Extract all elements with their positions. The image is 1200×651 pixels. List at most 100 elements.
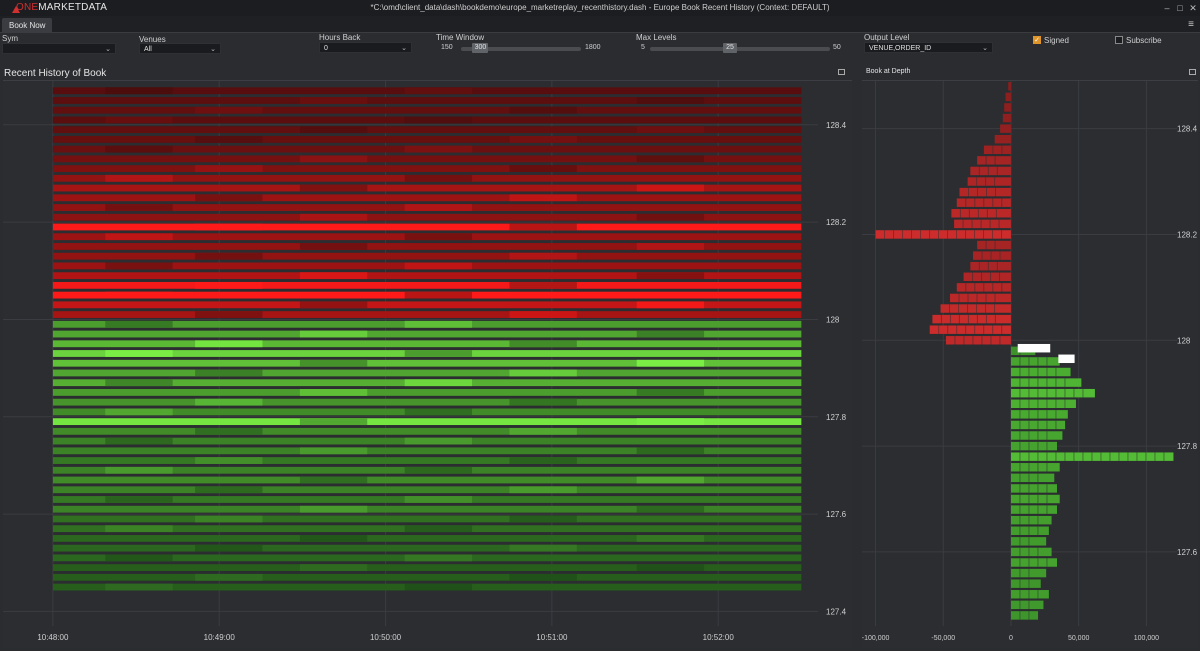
ask-level-band-segment: [509, 194, 577, 202]
bid-depth-bar: [1010, 388, 1095, 398]
bid-level-band: [52, 457, 802, 464]
ask-depth-bar: [1002, 113, 1011, 123]
bid-level-band-segment: [509, 544, 577, 552]
ask-level-band-segment: [509, 311, 577, 318]
ask-level-band-segment: [299, 272, 368, 280]
y-tick-label: 127.4: [826, 607, 847, 616]
ask-level-band-segment: [105, 233, 173, 241]
venues-select[interactable]: All ⌄: [139, 43, 221, 54]
chevron-down-icon: ⌄: [982, 45, 988, 52]
venues-value: All: [144, 46, 152, 53]
bid-level-band: [52, 564, 802, 572]
output-level-select[interactable]: VENUE,ORDER_ID ⌄: [864, 42, 993, 53]
bid-level-band-segment: [105, 408, 173, 416]
ask-level-band: [52, 126, 802, 134]
bid-level-band-segment: [299, 330, 368, 338]
bid-depth-bar: [1010, 378, 1082, 387]
ask-level-band-segment: [105, 204, 173, 211]
ask-depth-bar: [1008, 82, 1011, 91]
logo-marketdata: MARKETDATA: [38, 2, 108, 13]
maximize-icon[interactable]: □: [1177, 3, 1183, 13]
hamburger-menu-icon[interactable]: ≡: [1188, 19, 1194, 30]
bid-level-band-segment: [636, 330, 705, 338]
y-tick-label: 127.6: [826, 510, 847, 519]
ask-depth-bar: [977, 156, 1011, 165]
bid-level-band: [52, 398, 802, 406]
ask-level-band-segment: [195, 223, 263, 231]
max-levels-thumb[interactable]: 25: [723, 43, 738, 53]
ask-level-band-segment: [404, 116, 473, 124]
bid-depth-bar: [1010, 558, 1057, 567]
bid-level-band-segment: [509, 369, 577, 377]
x-tick-label: 10:49:00: [204, 633, 236, 642]
best-quote-marker: [1017, 343, 1051, 353]
ask-level-band-segment: [195, 165, 263, 172]
hours-back-select[interactable]: 0 ⌄: [319, 42, 412, 53]
ask-level-band-segment: [299, 213, 368, 221]
hours-back-label: Hours Back: [319, 33, 361, 42]
time-window-slider[interactable]: [461, 47, 581, 51]
y-tick-label: 128.2: [826, 218, 847, 227]
bid-level-band-segment: [404, 525, 473, 533]
ask-depth-bar: [954, 219, 1011, 229]
bid-depth-bar: [1010, 590, 1049, 599]
book-history-heatmap[interactable]: 10:48:00 10:49:00 10:50:00 10:51:00 10:52:00…: [3, 80, 852, 648]
x-tick-label: 10:48:00: [37, 633, 69, 642]
bid-level-band-segment: [636, 564, 705, 572]
y-tick-label: 128: [826, 315, 840, 324]
ask-level-band-segment: [404, 291, 473, 299]
best-quote-marker: [1058, 354, 1075, 364]
x-tick-label: -50,000: [931, 635, 955, 642]
left-panel-title: Recent History of Book: [4, 68, 107, 79]
bid-depth-bar: [1010, 505, 1057, 514]
bid-level-band-segment: [299, 389, 368, 396]
bid-level-band-segment: [404, 554, 473, 562]
bid-level-band-segment: [509, 486, 577, 494]
ask-level-band-segment: [404, 262, 473, 270]
ask-level-band-segment: [636, 272, 705, 280]
subscribe-checkbox[interactable]: [1115, 36, 1123, 44]
ask-level-band: [52, 311, 802, 318]
max-levels-max: 50: [833, 44, 841, 51]
ask-level-band-segment: [299, 97, 368, 104]
expand-icon[interactable]: [1189, 69, 1196, 75]
ask-depth-bar: [963, 272, 1011, 282]
bid-level-band-segment: [105, 525, 173, 533]
time-window-thumb[interactable]: 300: [472, 43, 489, 53]
ask-depth-bar: [945, 336, 1011, 345]
tab-book-now[interactable]: Book Now: [2, 18, 53, 33]
ask-level-band-segment: [299, 126, 368, 134]
hours-back-value: 0: [324, 45, 328, 52]
bid-level-band: [52, 486, 802, 494]
bid-level-band-segment: [509, 398, 577, 406]
minimize-icon[interactable]: –: [1164, 3, 1170, 13]
x-tick-label: -100,000: [862, 635, 889, 642]
ask-level-band: [52, 155, 802, 163]
x-tick-label: 100,000: [1134, 635, 1159, 642]
bid-level-band-segment: [509, 427, 577, 435]
ask-depth-bar: [994, 134, 1011, 144]
ask-level-band-segment: [404, 204, 473, 211]
book-depth-chart[interactable]: -100,000 -50,000 0 50,000 100,000 128.4 128.2 1…: [862, 80, 1198, 648]
time-window-min: 150: [441, 44, 453, 51]
bid-level-band-segment: [636, 505, 705, 513]
y-tick-label: 128.2: [1177, 230, 1198, 239]
x-tick-label: 10:51:00: [536, 633, 568, 642]
y-tick-label: 127.6: [1177, 548, 1198, 557]
bid-depth-bar: [1010, 515, 1052, 525]
sym-select[interactable]: ⌄: [2, 43, 116, 54]
signed-checkbox[interactable]: ✓: [1033, 36, 1041, 44]
ask-depth-bar: [983, 145, 1011, 155]
max-levels-slider[interactable]: [650, 47, 830, 51]
expand-icon[interactable]: [838, 69, 845, 75]
bid-level-band-segment: [195, 486, 263, 494]
ask-level-band-segment: [299, 301, 368, 309]
bid-level-band-segment: [404, 496, 473, 503]
bid-level-band-segment: [195, 340, 263, 348]
ask-depth-bar: [1000, 124, 1011, 133]
ask-depth-bar: [950, 293, 1011, 303]
bid-depth-bar: [1010, 399, 1076, 408]
ask-level-band-segment: [636, 213, 705, 221]
close-icon[interactable]: ✕: [1189, 3, 1197, 13]
ask-level-band-segment: [195, 106, 263, 114]
